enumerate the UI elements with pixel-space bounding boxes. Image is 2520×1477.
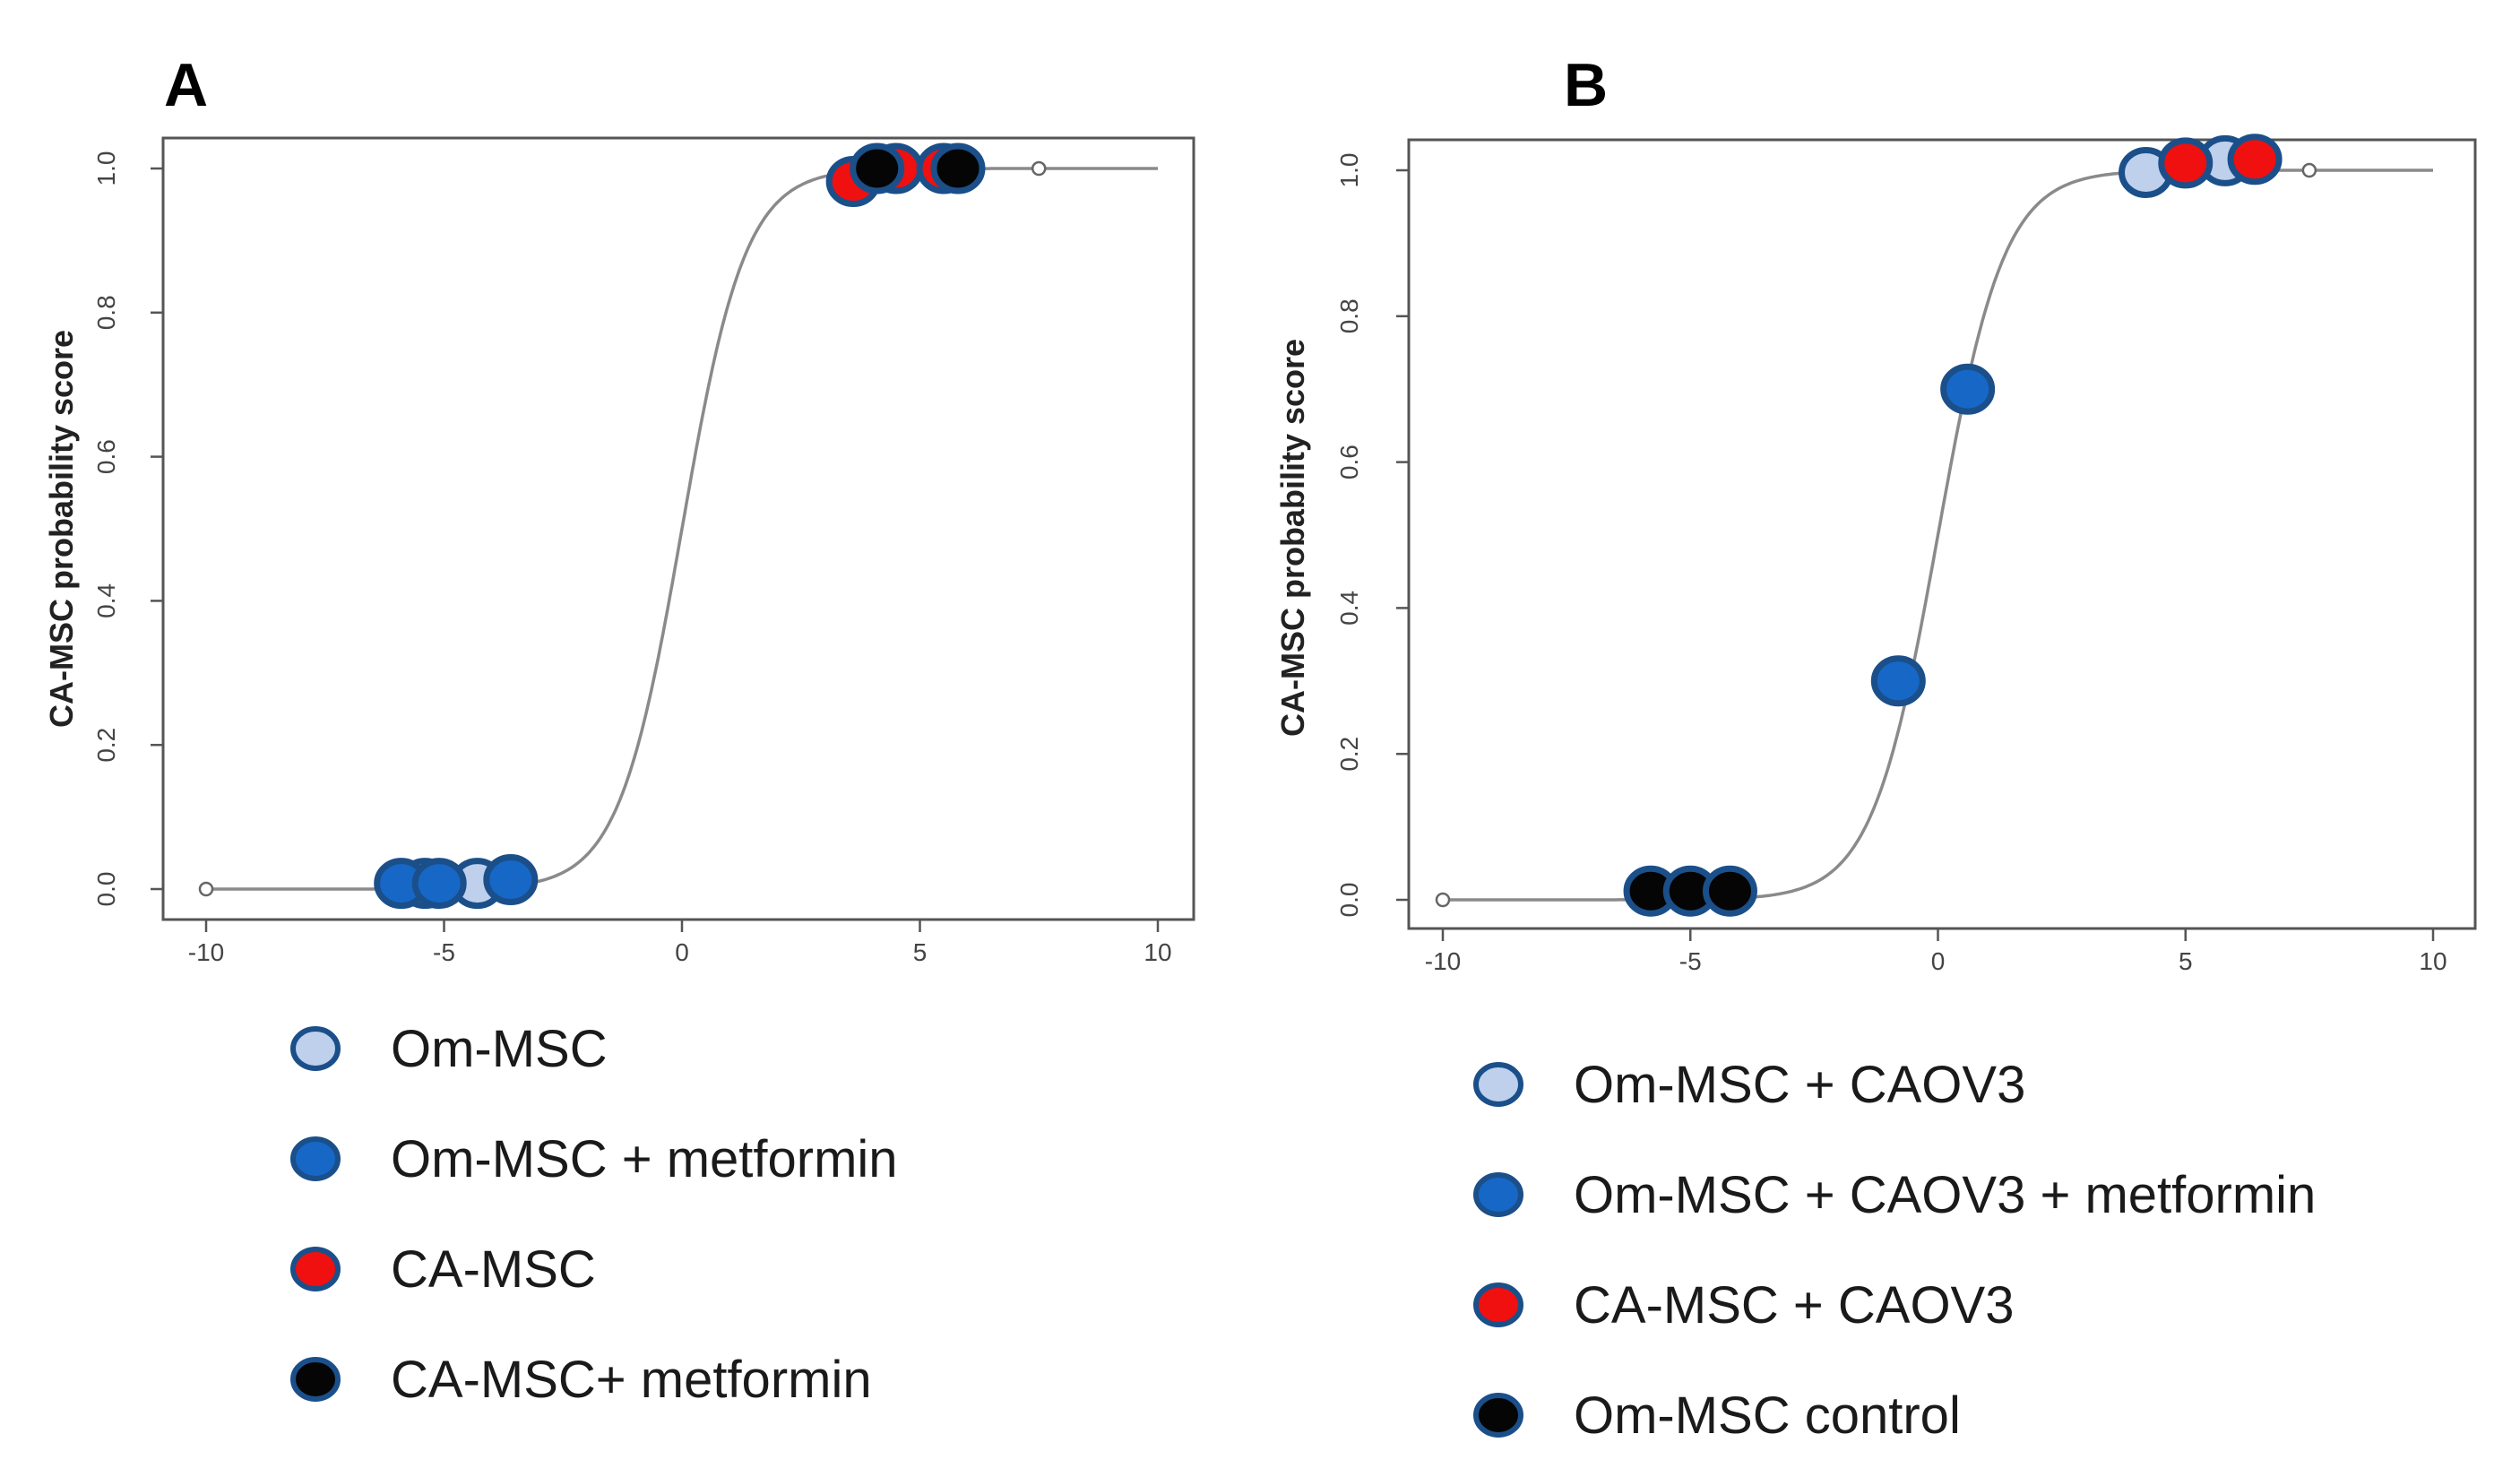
curve-endpoint <box>198 881 214 897</box>
curve-endpoint <box>1435 892 1451 908</box>
logistic-curve <box>1443 168 2433 902</box>
legend-label-om-msc-metformin: Om-MSC + metformin <box>391 1130 898 1188</box>
legend-marker-om-msc-metformin <box>290 1136 341 1181</box>
x-tick-label: 0 <box>675 938 689 966</box>
y-tick-label: 0.0 <box>92 872 120 907</box>
legend-marker-om-msc-caov3 <box>1473 1062 1523 1107</box>
x-tick-label: 10 <box>2419 947 2447 975</box>
plot-frame <box>1407 138 2477 930</box>
x-tick-label: 10 <box>1143 938 1171 966</box>
legend-marker-ca-msc <box>290 1247 341 1291</box>
y-axis-title: CA-MSC probability score <box>43 330 80 728</box>
legend-marker-ca-msc-metformin <box>290 1357 341 1402</box>
data-point-ca-msc-metformin <box>930 143 986 194</box>
plot-frame <box>161 136 1195 921</box>
y-tick-label: 1.0 <box>1335 153 1363 188</box>
y-tick-label: 0.6 <box>1335 445 1363 479</box>
y-tick-label: 0.4 <box>1335 591 1363 626</box>
x-tick-label: -10 <box>188 938 224 966</box>
data-point-om-msc-metformin <box>483 854 539 906</box>
y-axis-title: CA-MSC probability score <box>1274 339 1311 737</box>
x-tick-label: 0 <box>1931 947 1946 975</box>
y-tick-label: 0.6 <box>92 439 120 474</box>
y-tick-label: 0.8 <box>92 295 120 330</box>
legend-marker-om-msc-caov3-metformin <box>1473 1172 1523 1217</box>
y-tick-label: 0.2 <box>1335 737 1363 772</box>
legend-marker-om-msc <box>290 1026 341 1071</box>
curve-endpoint <box>2301 162 2317 178</box>
panel-a: A 0.0 0.2 0.4 0.6 0.8 1.0 -10 -5 0 5 10 CA-MSC proba… <box>43 51 1195 1409</box>
y-tick-label: 0.4 <box>92 583 120 618</box>
data-point-om-msc-control <box>1702 865 1757 917</box>
legend-label-om-msc-caov3: Om-MSC + CAOV3 <box>1574 1056 2025 1114</box>
data-point-om-msc-caov3-metformin <box>1870 655 1926 707</box>
x-tick-label: 5 <box>2179 947 2193 975</box>
legend-label-ca-msc: CA-MSC <box>391 1240 596 1299</box>
data-point-om-msc-metformin <box>411 858 467 910</box>
x-tick-label: 5 <box>913 938 928 966</box>
panel-letter: B <box>1564 51 1608 119</box>
x-tick-label: -5 <box>1679 947 1702 975</box>
data-point-ca-msc-caov3 <box>2227 134 2283 186</box>
panel-b: B 0.0 0.2 0.4 0.6 0.8 1.0 -10 -5 0 5 10 CA-MSC proba… <box>1274 51 2477 1445</box>
data-point-ca-msc-metformin <box>850 143 905 194</box>
logistic-curve <box>206 167 1158 891</box>
data-point-ca-msc-caov3 <box>2158 137 2214 189</box>
legend-marker-om-msc-control <box>1473 1393 1523 1438</box>
y-tick-label: 0.2 <box>92 728 120 763</box>
y-tick-label: 0.0 <box>1335 883 1363 918</box>
legend-label-om-msc-caov3-metformin: Om-MSC + CAOV3 + metformin <box>1574 1166 2316 1224</box>
legend-label-ca-msc-caov3: CA-MSC + CAOV3 <box>1574 1276 2015 1334</box>
x-tick-label: -5 <box>433 938 455 966</box>
x-tick-label: -10 <box>1425 947 1461 975</box>
legend-label-ca-msc-metformin: CA-MSC+ metformin <box>391 1351 872 1409</box>
legend-label-om-msc: Om-MSC <box>391 1020 608 1078</box>
y-tick-label: 0.8 <box>1335 298 1363 333</box>
panel-letter: A <box>164 51 208 119</box>
legend-marker-ca-msc-caov3 <box>1473 1283 1523 1327</box>
curve-endpoint <box>1031 160 1047 177</box>
y-tick-label: 1.0 <box>92 151 120 186</box>
data-point-om-msc-caov3-metformin <box>1940 363 1996 415</box>
legend-label-om-msc-control: Om-MSC control <box>1574 1386 1961 1445</box>
